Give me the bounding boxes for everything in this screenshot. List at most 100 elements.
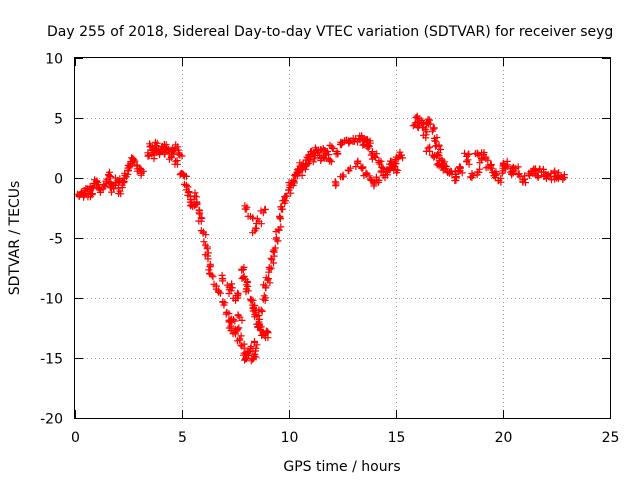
- tick-label-layer: 0 5 10 15 20 25 -20 -15 -10 -5 0 5 10: [40, 52, 619, 447]
- data-point: [426, 143, 434, 151]
- data-point: [260, 292, 268, 300]
- data-point: [478, 155, 485, 162]
- data-point: [261, 205, 269, 213]
- x-tick-label: 0: [71, 430, 80, 446]
- data-point: [554, 175, 562, 183]
- x-tick-label: 20: [495, 430, 513, 446]
- plot-frame: [74, 57, 611, 419]
- data-point: [229, 294, 237, 302]
- data-point: [261, 296, 269, 304]
- data-point: [394, 166, 402, 174]
- data-point: [168, 147, 176, 155]
- data-point: [264, 329, 272, 337]
- data-point: [315, 151, 323, 159]
- data-point: [173, 157, 181, 165]
- data-point: [187, 202, 194, 210]
- data-point: [437, 163, 445, 171]
- data-point: [111, 174, 119, 182]
- data-point: [82, 184, 90, 192]
- data-point: [262, 284, 270, 292]
- data-point: [251, 313, 259, 321]
- data-point: [365, 172, 373, 180]
- data-point: [137, 169, 145, 177]
- data-point: [215, 288, 223, 296]
- data-point: [225, 290, 233, 297]
- data-point: [251, 338, 258, 345]
- data-point: [91, 176, 99, 184]
- y-axis-label: SDTVAR / TECUs: [7, 181, 23, 296]
- data-point: [237, 332, 245, 340]
- y-tick-label: -5: [49, 232, 63, 248]
- data-point: [186, 193, 194, 201]
- data-point: [273, 234, 280, 242]
- data-point: [278, 205, 285, 213]
- data-point: [354, 158, 361, 166]
- data-point: [182, 186, 190, 194]
- data-point: [500, 161, 508, 169]
- data-point: [202, 231, 210, 239]
- data-point: [252, 344, 260, 352]
- data-point: [498, 169, 506, 177]
- data-point: [445, 168, 453, 176]
- data-point: [363, 136, 371, 144]
- data-point: [178, 152, 186, 160]
- data-point: [473, 171, 481, 179]
- data-point: [150, 155, 158, 163]
- data-point: [192, 201, 200, 209]
- data-point: [270, 248, 278, 256]
- y-tick-label: -10: [40, 292, 63, 308]
- data-point: [328, 143, 336, 151]
- data-point: [476, 165, 484, 173]
- data-point: [148, 150, 156, 158]
- data-point: [302, 165, 309, 173]
- data-point: [233, 326, 241, 333]
- data-point: [465, 150, 473, 158]
- data-point: [455, 168, 462, 175]
- data-point: [382, 170, 390, 178]
- x-tick-label: 25: [602, 430, 620, 446]
- data-point: [325, 155, 333, 163]
- chart-title: Day 255 of 2018, Sidereal Day-to-day VTE…: [47, 24, 613, 40]
- data-point: [205, 266, 213, 274]
- data-point: [290, 179, 298, 187]
- data-point: [198, 214, 206, 222]
- data-point: [227, 315, 235, 323]
- data-point: [419, 124, 426, 132]
- data-point: [157, 147, 165, 155]
- data-point: [412, 114, 420, 121]
- data-point: [303, 160, 311, 168]
- data-point: [487, 161, 494, 169]
- data-point: [553, 171, 561, 179]
- data-point: [275, 226, 283, 234]
- data-point: [233, 292, 241, 300]
- data-point: [372, 173, 380, 181]
- data-point: [238, 266, 246, 274]
- data-point: [377, 168, 385, 176]
- data-point: [234, 290, 242, 298]
- data-point: [238, 275, 246, 282]
- data-point: [424, 144, 432, 152]
- data-point: [180, 172, 188, 180]
- data-point: [295, 165, 302, 173]
- data-point: [509, 165, 517, 173]
- data-point: [269, 247, 277, 255]
- data-point: [171, 160, 179, 168]
- data-point: [482, 164, 490, 172]
- data-point: [118, 177, 126, 185]
- data-point: [329, 145, 337, 152]
- data-point: [347, 137, 355, 145]
- data-point: [92, 183, 100, 191]
- x-tick-label: 5: [178, 430, 187, 446]
- data-point: [458, 169, 466, 177]
- data-point: [441, 165, 449, 173]
- data-point: [529, 170, 537, 178]
- data-point: [87, 190, 95, 198]
- data-point: [136, 164, 144, 172]
- data-point: [296, 159, 304, 167]
- data-point: [425, 120, 432, 128]
- data-point: [104, 171, 112, 179]
- y-tick-label: -20: [40, 412, 63, 428]
- data-point: [118, 184, 126, 191]
- data-point: [244, 212, 252, 220]
- data-point: [307, 148, 315, 156]
